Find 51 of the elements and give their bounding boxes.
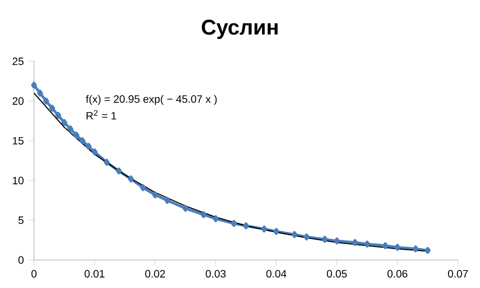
point	[334, 237, 340, 244]
x-tick-label: 0	[31, 270, 37, 278]
point	[61, 119, 68, 126]
point	[273, 228, 280, 235]
y-tick-label: 5	[18, 216, 24, 224]
point	[164, 196, 170, 204]
point	[304, 233, 310, 240]
y-tick-label: 20	[12, 97, 24, 105]
x-tick-label: 0.05	[326, 270, 347, 278]
point	[55, 112, 62, 119]
x-tick-label: 0.02	[145, 270, 165, 278]
point	[92, 148, 98, 156]
point	[128, 175, 134, 182]
x-tick-label: 0.04	[266, 270, 286, 278]
point	[67, 125, 74, 132]
point	[73, 132, 80, 139]
point	[412, 245, 419, 252]
point	[43, 98, 50, 105]
point	[152, 191, 158, 198]
x-tick-label: 0.07	[448, 270, 468, 278]
point	[86, 142, 92, 150]
point	[364, 240, 370, 248]
point	[322, 236, 328, 243]
point	[200, 211, 207, 218]
x-tick-label: 0.01	[84, 270, 104, 278]
point	[261, 226, 268, 232]
point	[37, 90, 43, 97]
point	[104, 158, 110, 166]
point	[382, 242, 388, 250]
point	[292, 231, 298, 238]
point	[31, 82, 37, 89]
point	[230, 220, 237, 227]
x-tick-label: 0.03	[206, 270, 226, 278]
x-tick-label: 0.06	[387, 270, 408, 278]
y-tick-label: 0	[18, 256, 24, 264]
point	[116, 168, 122, 174]
point	[394, 244, 400, 251]
point	[243, 222, 249, 230]
point	[424, 246, 431, 254]
chart-title: Суслин	[202, 20, 278, 39]
y-tick-label: 15	[12, 137, 24, 145]
point	[80, 137, 86, 144]
point	[49, 104, 56, 112]
annotation: R$^{2}$ = 1	[86, 110, 116, 120]
y-tick-label: 25	[12, 58, 24, 66]
point	[352, 239, 358, 246]
point	[182, 204, 188, 212]
point	[212, 215, 219, 222]
annotation: f(x) = 20.95 exp( − 45.07 x )	[86, 94, 217, 105]
y-tick-label: 10	[12, 176, 24, 184]
point	[140, 184, 146, 192]
